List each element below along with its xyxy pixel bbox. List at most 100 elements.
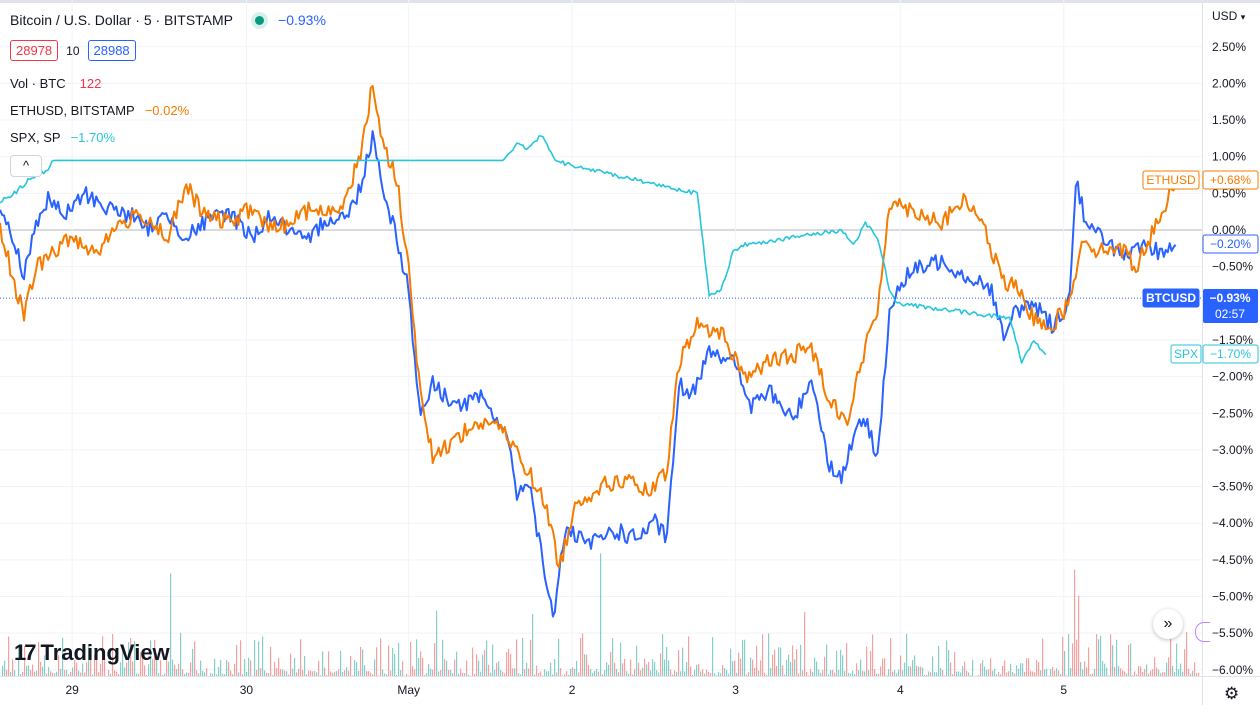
volume-bar [176,669,178,676]
collapse-legend-button[interactable]: ^ [10,155,42,177]
volume-bar [596,668,598,676]
volume-bar [152,659,154,676]
volume-bar [576,660,578,676]
volume-bar [388,645,390,676]
minimized-panel-tab[interactable] [1195,622,1210,642]
scroll-to-latest-button[interactable]: » [1153,609,1183,639]
volume-bar [1014,673,1016,676]
volume-bar [504,673,506,676]
volume-bar [690,666,692,676]
volume-bar [610,651,612,676]
volume-bar [846,643,848,676]
volume-bar [492,644,494,676]
volume-bar [666,647,668,676]
volume-bar [898,669,900,676]
volume-bar [466,660,468,676]
sell-button[interactable]: 28978 [10,40,59,61]
volume-bar [572,667,574,676]
volume-bar [488,664,490,676]
volume-bar [356,661,358,676]
volume-bar [1084,661,1086,676]
volume-bar [306,674,308,676]
volume-bar [926,674,928,676]
volume-bar [1012,672,1014,676]
volume-bar [580,637,582,676]
volume-bar [380,638,382,676]
volume-bar [1026,658,1028,676]
volume-bar [74,659,76,676]
volume-bar [88,644,90,676]
volume-bar [1180,663,1182,676]
volume-bar [490,672,492,676]
volume-bar [762,634,764,676]
volume-bar [444,659,446,676]
volume-bar [1184,649,1186,676]
buy-button[interactable]: 28988 [87,40,136,61]
volume-bar [524,669,526,676]
volume-bar [406,674,408,676]
volume-bar [150,640,152,676]
volume-bar [308,670,310,676]
volume-legend[interactable]: Vol · BTC 122 [10,76,101,91]
currency-selector[interactable]: USD ▾ [1212,9,1245,23]
tradingview-logo[interactable]: 17 TradingView [14,640,170,666]
btc-value-tag: −0.93% 02:57 [1203,289,1258,323]
volume-bar [634,669,636,676]
volume-bar [1104,663,1106,676]
volume-bar [1166,662,1168,676]
eth-legend[interactable]: ETHUSD, BITSTAMP −0.02% [10,103,189,118]
volume-bar [224,674,226,676]
volume-bar [530,639,532,676]
volume-bar [750,657,752,676]
volume-bar [1160,673,1162,676]
volume-bar [214,658,216,676]
market-status-icon [255,15,265,25]
volume-bar [978,675,980,676]
volume-bar [320,675,322,676]
volume-bar [1062,636,1064,676]
volume-bar [258,641,260,676]
eth-name-tag-box [1142,170,1200,190]
spx-value-tag-text: −1.70% [1210,347,1251,361]
volume-bar [770,668,772,676]
spx-legend[interactable]: SPX, SP −1.70% [10,130,115,145]
volume-bar [674,670,676,676]
volume-bar [228,661,230,676]
volume-bar [858,670,860,676]
volume-bar [424,675,426,676]
volume-bar [972,659,974,676]
series-lines [0,84,1202,618]
volume-bar [836,650,838,676]
spx-value-tag: −1.70% [1202,344,1259,364]
volume-bar [460,668,462,676]
volume-bar [280,669,282,676]
volume-bar [370,672,372,676]
volume-bar [108,670,110,676]
volume-bar [696,664,698,676]
volume-bar [1150,670,1152,676]
volume-bar [20,673,22,676]
volume-bar [260,668,262,676]
volume-bar [142,650,144,676]
volume-bar [1060,674,1062,676]
volume-bar [254,640,256,676]
volume-bar [12,659,14,676]
volume-bar [550,662,552,676]
volume-bar [104,660,106,676]
volume-bar [30,670,32,676]
volume-bar [738,652,740,676]
volume-bar [784,674,786,676]
volume-bar [302,670,304,676]
volume-bar [726,669,728,676]
volume-bar [900,655,902,676]
volume-bar [720,673,722,676]
currency-label: USD [1212,9,1238,23]
gear-icon[interactable]: ⚙ [1224,684,1240,703]
volume-bar [556,672,558,676]
volume-bar [698,664,700,676]
volume-bar [558,638,560,676]
symbol-title[interactable]: Bitcoin / U.S. Dollar · 5 · BITSTAMP [10,12,234,28]
btc-change: −0.93% [278,12,326,28]
